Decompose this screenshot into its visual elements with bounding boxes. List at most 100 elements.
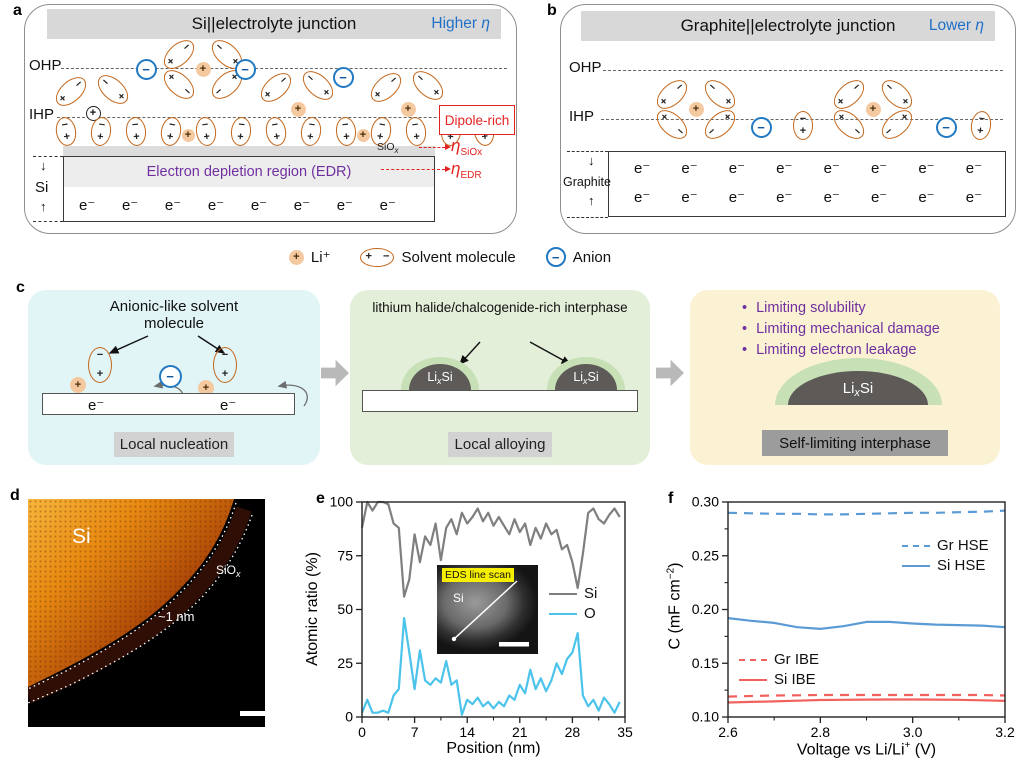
solvent-molecule-icon: + − <box>158 34 200 74</box>
stm-si-label: Si <box>72 525 91 548</box>
stage2-caption: Local alloying <box>448 432 552 457</box>
bullet-item: • Limiting electron leakage <box>742 342 917 358</box>
svg-text:21: 21 <box>512 724 528 740</box>
anion-icon: − <box>545 247 566 267</box>
line-swatch <box>902 544 930 547</box>
chart-e-legend: Si O <box>549 585 597 622</box>
solvent-molecule-icon: −+ <box>194 115 218 147</box>
stage3-caption: Self-limiting interphase <box>762 430 948 456</box>
svg-text:3.2: 3.2 <box>995 724 1015 740</box>
ohp-label-b: OHP <box>569 59 602 76</box>
svg-text:50: 50 <box>337 601 353 617</box>
electron-symbol: e⁻ <box>207 197 225 214</box>
li-ion-icon: + <box>288 249 304 265</box>
stm-image: Si SiOx ~1 nm <box>24 499 266 727</box>
panel-d-label: d <box>10 487 20 504</box>
graphite-electrode-box: e⁻ e⁻ e⁻ e⁻ e⁻ e⁻ e⁻ e⁻ e⁻ e⁻ e⁻ e⁻ e⁻ e⁻ e⁻ e⁻ <box>608 151 1006 217</box>
li-ion-icon: + <box>290 101 306 117</box>
solvent-molecule-icon: + − <box>255 67 297 107</box>
legend-li-item: + Li⁺ <box>288 248 331 266</box>
ihp-label-b: IHP <box>569 108 595 125</box>
solvent-molecule-icon: + − <box>828 104 870 144</box>
solvent-molecule-icon: + − <box>158 64 200 104</box>
ohp-line-b <box>603 70 1003 71</box>
solvent-molecule-icon: + − <box>828 74 870 114</box>
electron-symbol: e⁻ <box>870 160 888 177</box>
solvent-molecule-icon: −+ <box>124 115 148 147</box>
electron-row-si: e⁻ e⁻ e⁻ e⁻ e⁻ e⁻ e⁻ e⁻ <box>79 193 396 217</box>
siox-layer-label: SiOx <box>377 141 399 155</box>
stage3-bullets: • Limiting solubility • Limiting mechanica… <box>742 298 940 360</box>
solvent-molecule-icon: + − <box>651 74 693 114</box>
electron-symbol: e⁻ <box>918 189 935 206</box>
electron-symbol: e⁻ <box>121 197 139 214</box>
solvent-molecule-icon: −+ <box>334 115 358 147</box>
panel-a: Si||electrolyte junction Higher η OHP IH… <box>24 4 517 234</box>
eta-siox-label: ηSiOx <box>451 136 483 158</box>
electron-symbol: e⁻ <box>634 160 651 177</box>
electron-symbol: e⁻ <box>728 189 746 206</box>
stage1-caption: Local nucleation <box>114 432 234 457</box>
solvent-molecule-icon: −+ <box>229 115 253 147</box>
electron-symbol: e⁻ <box>870 189 888 206</box>
scale-bar <box>240 711 266 716</box>
anion-icon: − <box>332 66 354 88</box>
solvent-molecule-icon: −+ <box>213 347 237 383</box>
electron-symbol: e⁻ <box>776 189 793 206</box>
li-ion-icon: + <box>400 101 416 117</box>
electron-symbol: e⁻ <box>823 189 840 206</box>
svg-text:0: 0 <box>345 709 353 725</box>
panel-b-header: Graphite||electrolyte junction Lower η <box>581 11 995 41</box>
anion-icon: − <box>135 58 157 80</box>
anion-icon: − <box>158 364 182 388</box>
li-ion-icon: + <box>195 61 211 77</box>
legend-entry: Gr HSE <box>902 537 989 554</box>
stm-image-art <box>24 499 253 704</box>
svg-text:75: 75 <box>337 547 353 563</box>
panel-b-title: Graphite||electrolyte junction <box>680 16 896 35</box>
electron-symbol: e⁻ <box>88 397 105 414</box>
eds-inset-title: EDS line scan <box>442 568 514 582</box>
electrolyte-molecules-a: + − + − + − + − + + − + − + + − + − + + − + − + − − − − + − + − + − + − + − + −… <box>25 5 516 233</box>
line-swatch <box>549 592 577 595</box>
electron-symbol: e⁻ <box>681 189 698 206</box>
svg-text:7: 7 <box>411 724 419 740</box>
line-swatch <box>739 658 767 661</box>
solvent-molecule-icon: −+ <box>88 347 112 383</box>
ohp-label-a: OHP <box>29 57 62 74</box>
legend-anion-label: Anion <box>572 248 612 266</box>
electron-symbol: e⁻ <box>965 160 982 177</box>
electron-symbol: e⁻ <box>250 197 268 214</box>
svg-text:0.15: 0.15 <box>692 655 719 671</box>
si-bracket-bottom <box>33 221 63 222</box>
si-electrode-box: Electron depletion region (EDR) e⁻ e⁻ e⁻ e⁻… <box>63 156 435 222</box>
stage-arrow-icon <box>321 359 349 387</box>
stage2-annotation: lithium halide/chalcogenide-rich interph… <box>372 300 628 315</box>
li-ion-icon: + <box>70 377 86 393</box>
eds-scan-line <box>451 580 529 647</box>
li-ion-icon: + <box>181 128 195 142</box>
svg-text:2.6: 2.6 <box>718 724 738 740</box>
eds-inset-si-label: Si <box>453 591 464 605</box>
ohp-line-a <box>61 68 507 69</box>
electron-symbol: e⁻ <box>220 397 237 414</box>
electron-symbol: e⁻ <box>336 197 353 214</box>
legend-li-label: Li⁺ <box>310 249 331 266</box>
legend-entry: Gr IBE <box>739 651 819 668</box>
anion-icon: − <box>935 116 957 138</box>
edr-eta-arrow <box>381 165 451 172</box>
panel-b-eta-note: Lower η <box>928 17 984 34</box>
stm-thickness-label: ~1 nm <box>158 609 195 624</box>
arrow-down-icon: ↓ <box>588 153 595 168</box>
chart-e-xlabel: Position (nm) <box>446 740 541 757</box>
panel-f-label: f <box>668 490 674 507</box>
cation-icon: + <box>85 105 101 121</box>
arrow-down-icon: ↓ <box>40 158 47 173</box>
solvent-molecule-icon: + − <box>365 67 407 107</box>
panel-c-label: c <box>16 279 25 296</box>
ihp-label-a: IHP <box>29 106 55 123</box>
solvent-molecule-icon: + − <box>876 104 918 144</box>
ihp-line-a <box>57 117 507 118</box>
panel-a-title: Si||electrolyte junction <box>191 14 357 33</box>
panel-b-label: b <box>547 2 557 19</box>
